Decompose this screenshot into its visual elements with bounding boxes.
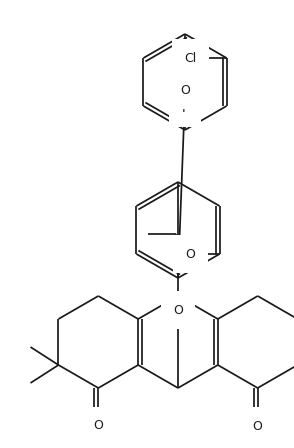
Text: F: F <box>181 102 188 115</box>
Text: O: O <box>253 419 263 432</box>
Text: O: O <box>180 83 190 96</box>
Text: O: O <box>93 419 103 432</box>
Text: O: O <box>186 247 196 260</box>
Text: O: O <box>173 303 183 316</box>
Text: Cl: Cl <box>184 52 197 65</box>
